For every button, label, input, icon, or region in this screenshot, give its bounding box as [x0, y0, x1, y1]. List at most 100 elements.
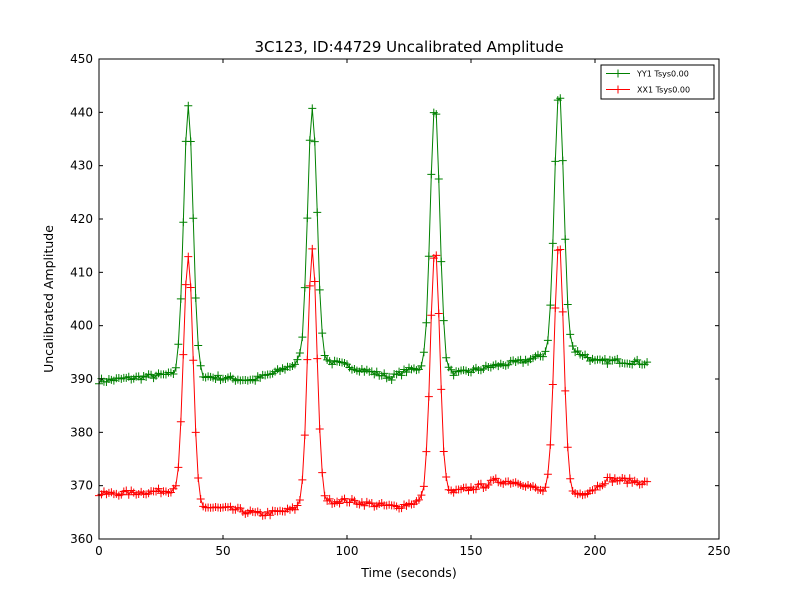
data-point: [556, 94, 565, 103]
data-point: [380, 369, 389, 378]
data-point: [402, 368, 411, 377]
legend-label-yy1: YY1 Tsys0.00: [636, 70, 689, 79]
y-tick-label: 360: [70, 532, 93, 546]
data-point: [303, 355, 312, 364]
data-point: [605, 473, 614, 482]
data-point: [551, 157, 560, 166]
y-tick-label: 410: [70, 265, 93, 279]
data-point: [437, 257, 446, 266]
ticks-layer: 0 50 100 150 200 250 360 370 380 390 400 410 420 430 4…: [70, 52, 730, 558]
data-point: [372, 367, 381, 376]
data-point: [179, 218, 188, 227]
data-point: [179, 350, 188, 359]
data-point: [298, 333, 307, 342]
x-tick-label: 50: [215, 544, 230, 558]
data-point: [315, 424, 324, 433]
data-point: [484, 481, 493, 490]
data-point: [313, 354, 322, 363]
y-tick-label: 370: [70, 479, 93, 493]
data-point: [625, 474, 634, 483]
data-point: [397, 371, 406, 380]
legend: YY1 Tsys0.00 XX1 Tsys0.00: [600, 64, 715, 100]
x-axis-label: Time (seconds): [360, 565, 456, 580]
data-point: [300, 283, 309, 292]
data-point: [196, 361, 205, 370]
data-point: [419, 348, 428, 357]
data-point: [194, 341, 203, 350]
data-point: [449, 371, 458, 380]
data-point: [290, 505, 299, 514]
x-tick-label: 250: [708, 544, 731, 558]
data-point: [325, 494, 334, 503]
data-point: [548, 239, 557, 248]
data-point: [439, 316, 448, 325]
data-point: [186, 137, 195, 146]
y-tick-label: 450: [70, 52, 93, 66]
data-point: [303, 214, 312, 223]
data-point: [447, 365, 456, 374]
data-point: [189, 214, 198, 223]
chart-title: 3C123, ID:44729 Uncalibrated Amplitude: [254, 38, 563, 56]
data-point: [295, 496, 304, 505]
data-point: [417, 361, 426, 370]
data-point: [476, 479, 485, 488]
data-point: [603, 359, 612, 368]
data-point: [439, 447, 448, 456]
data-point: [295, 348, 304, 357]
data-point: [551, 304, 560, 313]
data-point: [600, 479, 609, 488]
data-point: [298, 475, 307, 484]
y-tick-label: 400: [70, 319, 93, 333]
data-point: [558, 307, 567, 316]
data-point: [171, 481, 180, 490]
y-tick-label: 430: [70, 159, 93, 173]
data-point: [566, 330, 575, 339]
data-point: [293, 501, 302, 510]
data-point: [320, 351, 329, 360]
data-point: [643, 358, 652, 367]
data-point: [308, 244, 317, 253]
data-point: [563, 443, 572, 452]
data-point: [308, 104, 317, 113]
series-1: [95, 244, 652, 520]
data-point: [181, 280, 190, 289]
series-line: [98, 97, 648, 385]
series-0: [95, 94, 652, 388]
data-point: [432, 110, 441, 119]
data-point: [186, 283, 195, 292]
data-point: [194, 474, 203, 483]
data-point: [558, 156, 567, 165]
data-point: [169, 369, 178, 378]
data-point: [442, 472, 451, 481]
data-point: [613, 354, 622, 363]
data-point: [417, 491, 426, 500]
data-point: [310, 277, 319, 286]
data-point: [300, 431, 309, 440]
data-point: [154, 484, 163, 493]
data-point: [320, 491, 329, 500]
data-point: [548, 380, 557, 389]
data-point: [427, 311, 436, 320]
data-point: [561, 235, 570, 244]
data-point: [591, 485, 599, 494]
data-point: [546, 440, 555, 449]
data-point: [414, 495, 423, 504]
x-tick-label: 100: [336, 544, 359, 558]
data-point: [543, 336, 552, 345]
data-point: [290, 360, 299, 369]
data-point: [442, 353, 451, 362]
data-point: [434, 309, 443, 318]
data-point: [633, 355, 642, 364]
data-point: [191, 294, 200, 303]
data-point: [643, 477, 652, 486]
data-point: [437, 385, 446, 394]
data-point: [184, 101, 193, 110]
data-point: [422, 447, 431, 456]
data-point: [563, 300, 572, 309]
data-point: [310, 137, 319, 146]
data-point: [546, 301, 555, 310]
data-point: [387, 376, 396, 385]
x-tick-label: 200: [584, 544, 607, 558]
data-point: [434, 174, 443, 183]
